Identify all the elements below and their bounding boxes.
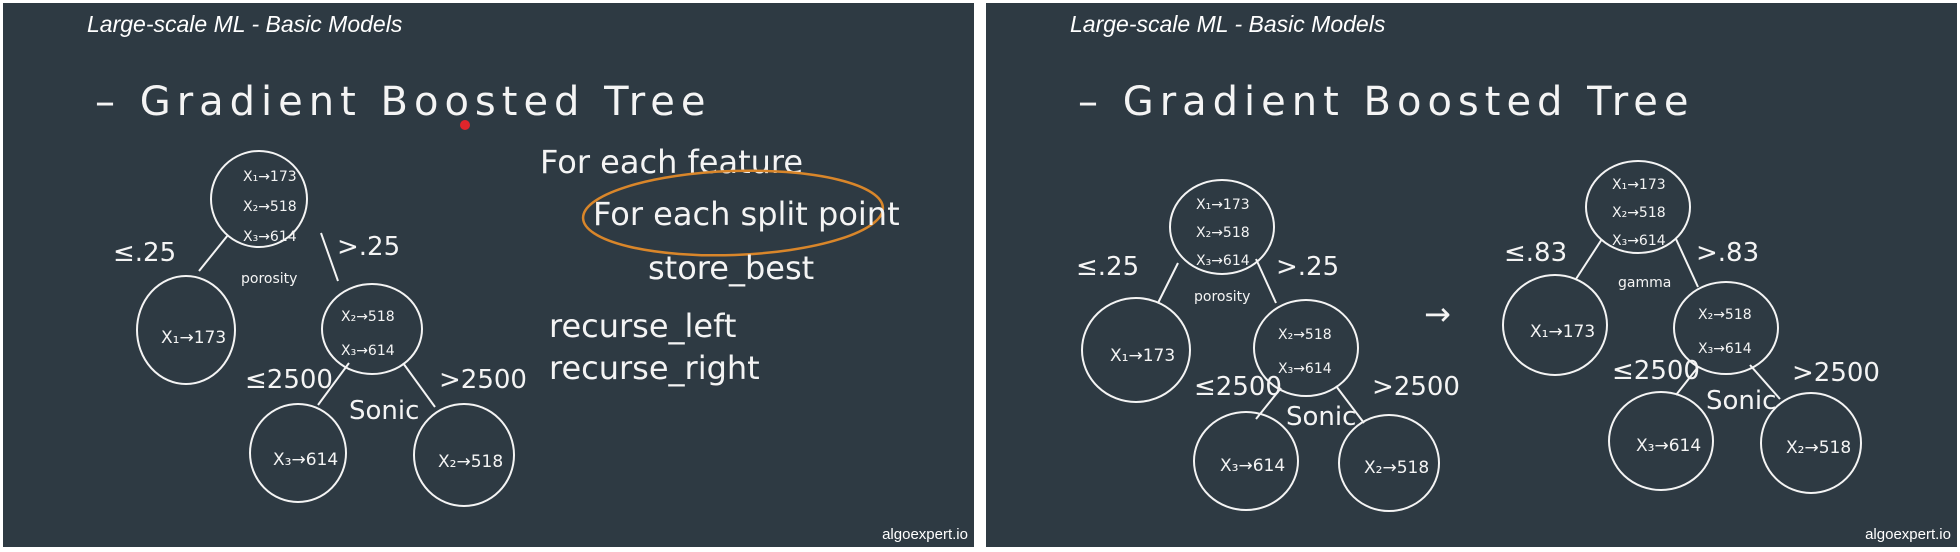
tree-edge [198,234,229,272]
tree-edge [320,232,339,282]
split-feature-label: porosity [1194,289,1250,305]
split-feature-label: Sonic [1706,386,1776,416]
leaf-value: X₃→614 [1636,436,1701,456]
tree-leaf [249,403,347,503]
edge-label: ≤2500 [1612,356,1700,386]
tree-edge [1157,262,1179,304]
watermark: algoexpert.io [882,526,968,543]
tree-edge [1675,238,1699,288]
edge-label: >.25 [337,232,400,262]
leaf-value: X₁→173 [1110,346,1175,366]
tree-edge [317,362,350,406]
slide-left: Large-scale ML - Basic Models – Gradient… [3,3,974,547]
slide-right: Large-scale ML - Basic Models – Gradient… [986,3,1957,547]
heading: – Gradient Boosted Tree [95,79,712,125]
tree-leaf [1608,391,1714,491]
leaf-value: X₁→173 [1530,322,1595,342]
leaf-value: X₂→518 [438,452,503,472]
split-feature-label: porosity [241,271,297,287]
node-line: X₃→614 [1196,253,1250,269]
heading: – Gradient Boosted Tree [1078,79,1695,125]
node-line: X₁→173 [1612,177,1666,193]
edge-label: >2500 [1792,358,1880,388]
split-feature-label: gamma [1618,275,1671,291]
whiteboard-drawing: – Gradient Boosted Tree X₁→173 X₂→518 X₃… [95,79,900,507]
edge-label: ≤.83 [1504,238,1567,268]
tree-edge [1575,238,1603,280]
slide-title: Large-scale ML - Basic Models [87,11,403,37]
highlight-circle [581,169,885,257]
node-line: X₂→518 [1698,307,1752,323]
node-line: X₃→614 [1612,233,1666,249]
pseudocode-line: For each split point [593,195,900,233]
tree-edge [1749,364,1781,400]
node-line: X₂→518 [341,309,395,325]
tree-leaf [1081,297,1191,403]
edge-label: ≤.25 [1076,252,1139,282]
node-line: X₃→614 [1278,361,1332,377]
arrow-icon: → [1424,295,1451,333]
node-line: X₂→518 [1612,205,1666,221]
tree-edge [1255,258,1277,304]
pseudocode-line: recurse_right [549,349,760,387]
tree-leaf [1193,411,1299,511]
node-line: X₂→518 [1196,225,1250,241]
leaf-value: X₃→614 [273,450,338,470]
edge-label: >.83 [1696,238,1759,268]
tree-leaf [413,403,515,507]
slide-title: Large-scale ML - Basic Models [1070,11,1386,37]
node-line: X₃→614 [243,229,297,245]
pseudocode-line: store_best [648,249,814,287]
node-line: X₁→173 [1196,197,1250,213]
edge-label: ≤2500 [1194,372,1282,402]
tree-node-root [1585,160,1691,254]
node-line: X₃→614 [341,343,395,359]
split-feature-label: Sonic [349,396,419,426]
tree-node-root [1169,179,1275,275]
leaf-value: X₃→614 [1220,456,1285,476]
tree-leaf [1502,274,1608,376]
tree-leaf [1338,414,1440,512]
edge-label: >2500 [1372,372,1460,402]
tree-node-root [210,150,308,248]
node-line: X₁→173 [243,169,297,185]
pseudocode-line: recurse_left [549,307,736,345]
pseudocode-line: For each feature [540,143,803,181]
tree-edge [1675,366,1699,396]
edge-label: ≤2500 [245,365,333,395]
whiteboard-drawing: – Gradient Boosted Tree X₁→173 X₂→518 X₃… [1076,79,1880,512]
tree-node-internal [321,283,423,375]
laser-pointer-icon [460,120,470,130]
tree-edge [402,362,436,408]
edge-label: ≤.25 [113,238,176,268]
node-line: X₂→518 [243,199,297,215]
edge-label: >2500 [439,365,527,395]
tree-node-internal [1673,281,1779,375]
tree-node-internal [1253,299,1359,397]
leaf-value: X₂→518 [1364,458,1429,478]
tree-edge [1335,385,1365,424]
watermark: algoexpert.io [1865,526,1951,543]
edge-label: >.25 [1276,252,1339,282]
tree-leaf [136,275,236,385]
split-feature-label: Sonic [1286,402,1356,432]
node-line: X₂→518 [1278,327,1332,343]
leaf-value: X₁→173 [161,328,226,348]
leaf-value: X₂→518 [1786,438,1851,458]
tree-leaf [1760,392,1862,494]
node-line: X₃→614 [1698,341,1752,357]
